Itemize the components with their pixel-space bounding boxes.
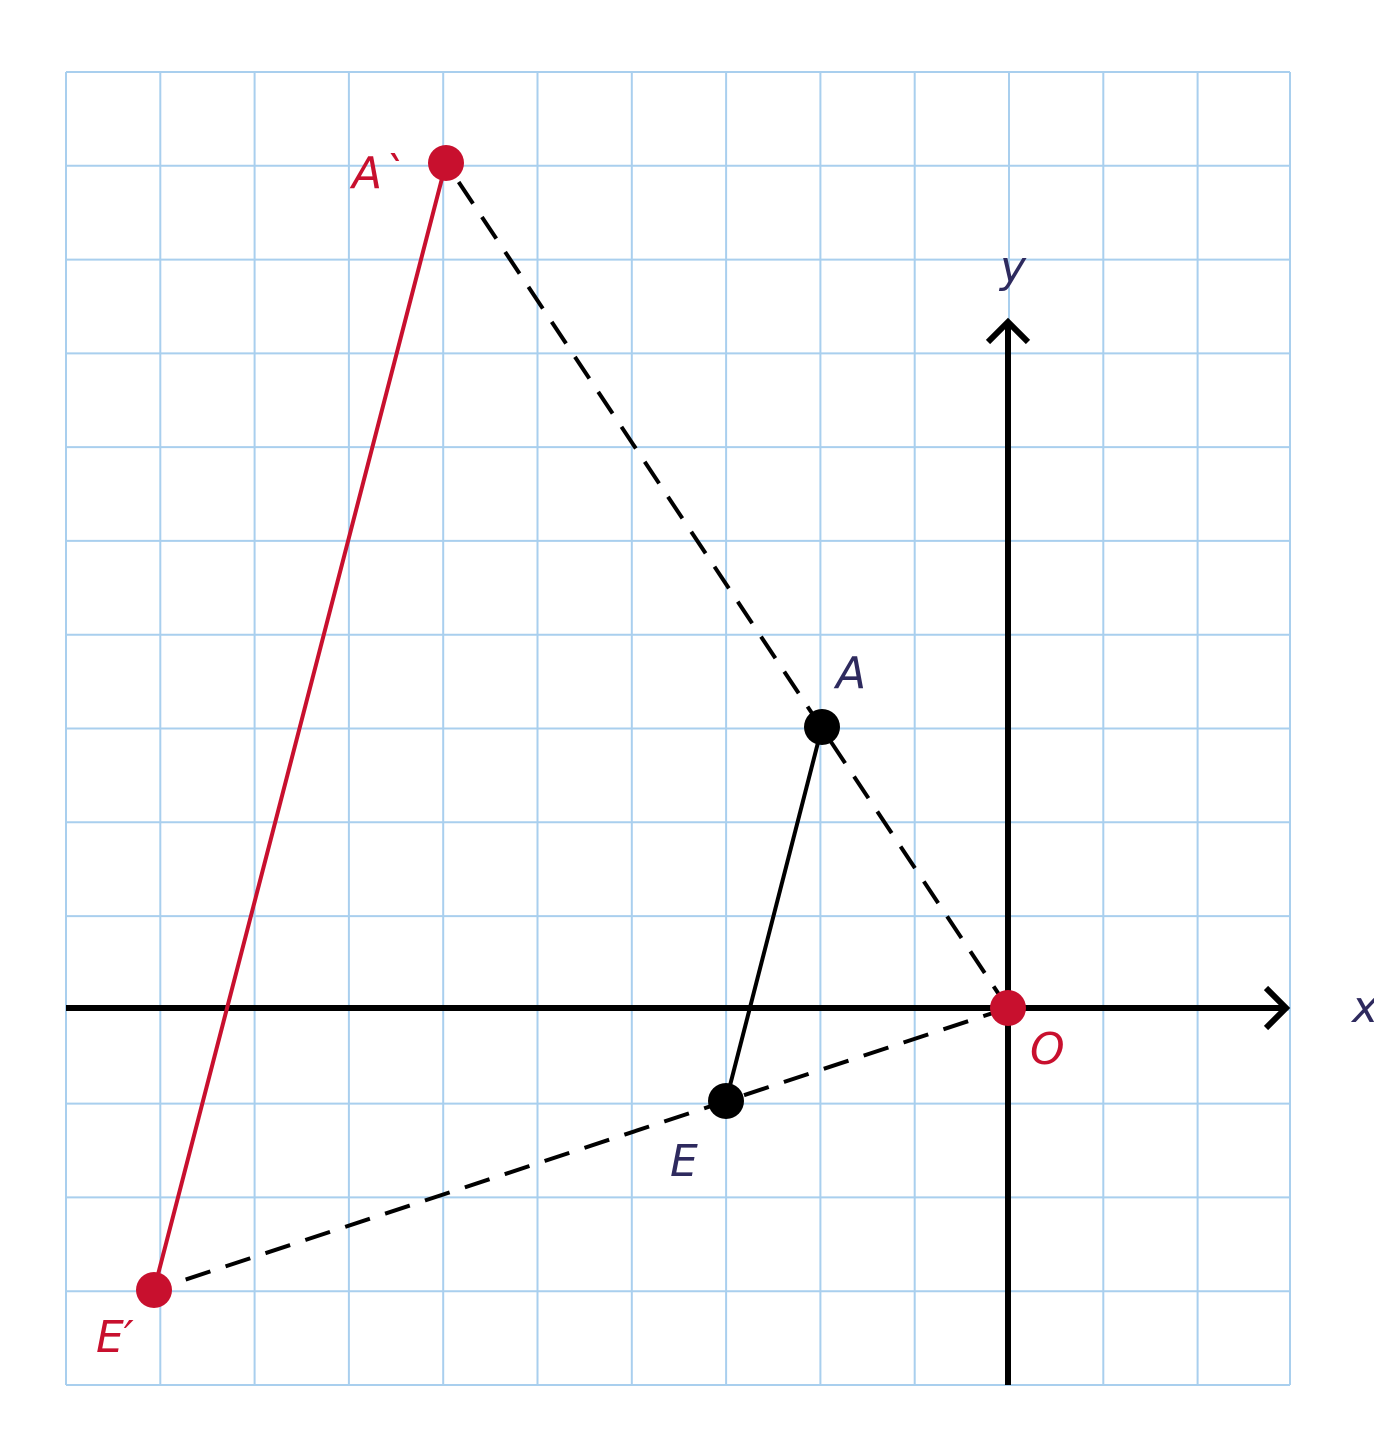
x-axis-arrow [1263, 985, 1291, 1031]
segment-image [152, 162, 448, 1291]
point [708, 1083, 744, 1119]
axis-label: x [1350, 982, 1374, 1033]
ray-oe [153, 1006, 1009, 1292]
point-label: A [833, 648, 866, 699]
point-label: E [670, 1136, 698, 1187]
y-axis-arrow [985, 317, 1031, 345]
segment-original [724, 726, 824, 1102]
point-label: A` [349, 148, 404, 199]
point [428, 145, 464, 181]
point-label: O [1030, 1024, 1065, 1075]
point [990, 990, 1026, 1026]
point-label: E′ [96, 1312, 134, 1363]
axis-label: y [998, 242, 1027, 293]
grid [65, 71, 1291, 1386]
ray-oa [444, 161, 1010, 1010]
point [136, 1272, 172, 1308]
point [804, 709, 840, 745]
